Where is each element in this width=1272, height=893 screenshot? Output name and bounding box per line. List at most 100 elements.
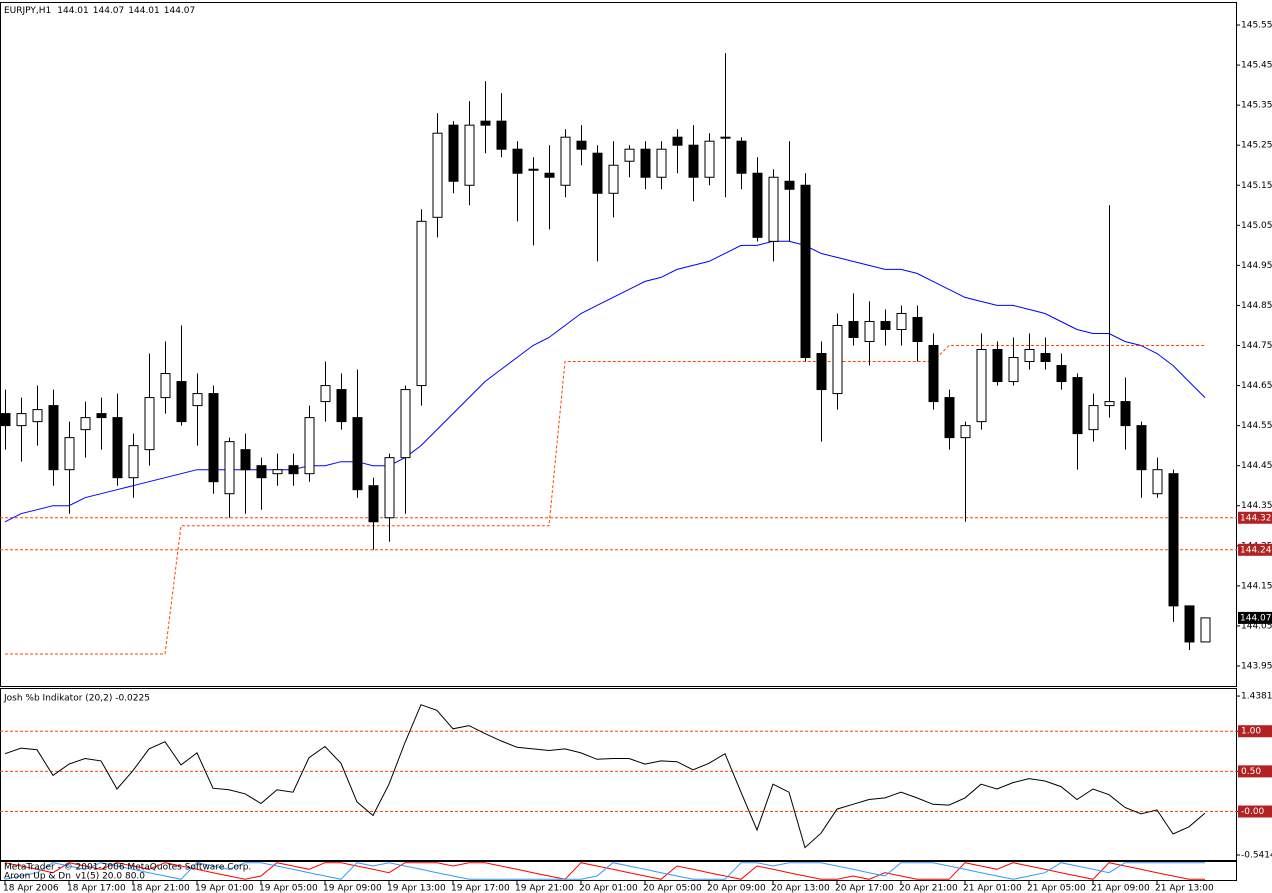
candle-body bbox=[976, 349, 987, 423]
y-tick-label: 145.25 bbox=[1241, 141, 1272, 151]
candle-body bbox=[736, 140, 747, 174]
candle-body bbox=[272, 469, 283, 475]
candle-body bbox=[688, 144, 699, 178]
level-label: 144.24 bbox=[1240, 545, 1272, 555]
candle-body bbox=[80, 417, 91, 431]
x-tick-label: 20 Apr 17:00 bbox=[835, 884, 894, 893]
y-tick-label: 144.45 bbox=[1241, 461, 1272, 471]
candle-body bbox=[384, 457, 395, 519]
indicator-line bbox=[4, 862, 1205, 880]
y-tick-label: 144.05 bbox=[1241, 621, 1272, 631]
candle-body bbox=[704, 140, 715, 178]
level-label-box bbox=[1238, 765, 1272, 778]
candle-body bbox=[608, 164, 619, 194]
aroon-title: Aroon Up & Dn_v1(5) 20.0 80.0 bbox=[4, 872, 145, 882]
candle-body bbox=[480, 120, 491, 126]
candle-body bbox=[880, 320, 891, 330]
y-tick-label: 145.15 bbox=[1241, 181, 1272, 191]
last-price-box bbox=[1238, 611, 1272, 624]
candle-body bbox=[256, 465, 267, 479]
candle-body bbox=[352, 417, 363, 491]
level-label-box bbox=[1238, 511, 1272, 524]
aroon-panel bbox=[0, 861, 1237, 881]
last-price-label: 144.07 bbox=[1240, 613, 1272, 623]
candle-body bbox=[624, 148, 635, 162]
candle-body bbox=[416, 220, 427, 387]
candle-body bbox=[304, 417, 315, 475]
candle-body bbox=[400, 389, 411, 459]
x-tick-label: 19 Apr 09:00 bbox=[323, 884, 382, 893]
level-label-box bbox=[1238, 805, 1272, 818]
candle-body bbox=[864, 320, 875, 342]
level-label-box bbox=[1238, 543, 1272, 556]
low-value: 144.01 bbox=[128, 6, 160, 16]
candle-body bbox=[528, 168, 539, 171]
candle-body bbox=[832, 324, 843, 395]
high-value: 144.07 bbox=[93, 6, 125, 16]
candle-body bbox=[960, 425, 971, 439]
candle-body bbox=[848, 320, 859, 338]
symbol-header: EURJPY,H1 144.01 144.07 144.01 144.07 bbox=[4, 6, 195, 16]
candle-body bbox=[1136, 425, 1147, 471]
candle-body bbox=[0, 413, 11, 427]
x-tick-label: 20 Apr 13:00 bbox=[771, 884, 830, 893]
candle-body bbox=[592, 152, 603, 194]
y-tick-label: 144.85 bbox=[1241, 301, 1272, 311]
candle-body bbox=[112, 417, 123, 479]
candle-body bbox=[1168, 473, 1179, 607]
y-tick-label: 144.15 bbox=[1241, 581, 1272, 591]
x-tick-label: 21 Apr 13:00 bbox=[1155, 884, 1214, 893]
candle-body bbox=[448, 124, 459, 182]
candle-body bbox=[560, 136, 571, 186]
candle-body bbox=[224, 441, 235, 495]
overlay-line bbox=[4, 240, 1206, 523]
y-tick-label: 143.95 bbox=[1241, 661, 1272, 671]
candle-body bbox=[240, 449, 251, 471]
candle-body bbox=[96, 413, 107, 419]
candle-body bbox=[144, 397, 155, 451]
candle-body bbox=[1152, 469, 1163, 495]
candle-body bbox=[48, 405, 59, 471]
candle-body bbox=[1088, 405, 1099, 431]
candle-body bbox=[896, 312, 907, 330]
candle-body bbox=[640, 148, 651, 178]
candle-body bbox=[128, 445, 139, 479]
candle-body bbox=[432, 132, 443, 218]
y-tick-label: 0.50 bbox=[1241, 767, 1261, 777]
y-tick-label: 1.00 bbox=[1241, 727, 1261, 737]
candle-body bbox=[1120, 401, 1131, 427]
candle-body bbox=[64, 437, 75, 471]
x-tick-label: 19 Apr 05:00 bbox=[259, 884, 318, 893]
x-tick-label: 21 Apr 05:00 bbox=[1027, 884, 1086, 893]
indicator-line bbox=[4, 862, 1205, 880]
candle-body bbox=[320, 385, 331, 403]
candle-body bbox=[176, 381, 187, 423]
candle-body bbox=[16, 413, 27, 427]
x-tick-label: 19 Apr 01:00 bbox=[195, 884, 254, 893]
candle-body bbox=[368, 485, 379, 523]
candle-body bbox=[1056, 365, 1067, 383]
x-tick-label: 18 Apr 17:00 bbox=[67, 884, 126, 893]
y-tick-label: 144.65 bbox=[1241, 381, 1272, 391]
candle-body bbox=[816, 353, 827, 391]
candle-body bbox=[1200, 617, 1211, 643]
candle-body bbox=[784, 180, 795, 190]
candle-body bbox=[192, 393, 203, 407]
candle-body bbox=[912, 316, 923, 342]
candle-body bbox=[288, 465, 299, 475]
x-tick-label: 20 Apr 09:00 bbox=[707, 884, 766, 893]
level-label: 144.32 bbox=[1240, 513, 1272, 523]
close-value: 144.07 bbox=[164, 6, 196, 16]
x-tick-label: 19 Apr 13:00 bbox=[387, 884, 446, 893]
candle-body bbox=[208, 393, 219, 483]
candle-body bbox=[656, 148, 667, 178]
candle-body bbox=[512, 148, 523, 174]
candle-body bbox=[1184, 605, 1195, 643]
candle-body bbox=[1040, 353, 1051, 363]
y-tick-label: 144.55 bbox=[1241, 421, 1272, 431]
candle-body bbox=[720, 136, 731, 139]
y-tick-label: 145.55 bbox=[1241, 21, 1272, 31]
symbol: EURJPY,H1 bbox=[4, 6, 51, 16]
candle-body bbox=[800, 184, 811, 359]
